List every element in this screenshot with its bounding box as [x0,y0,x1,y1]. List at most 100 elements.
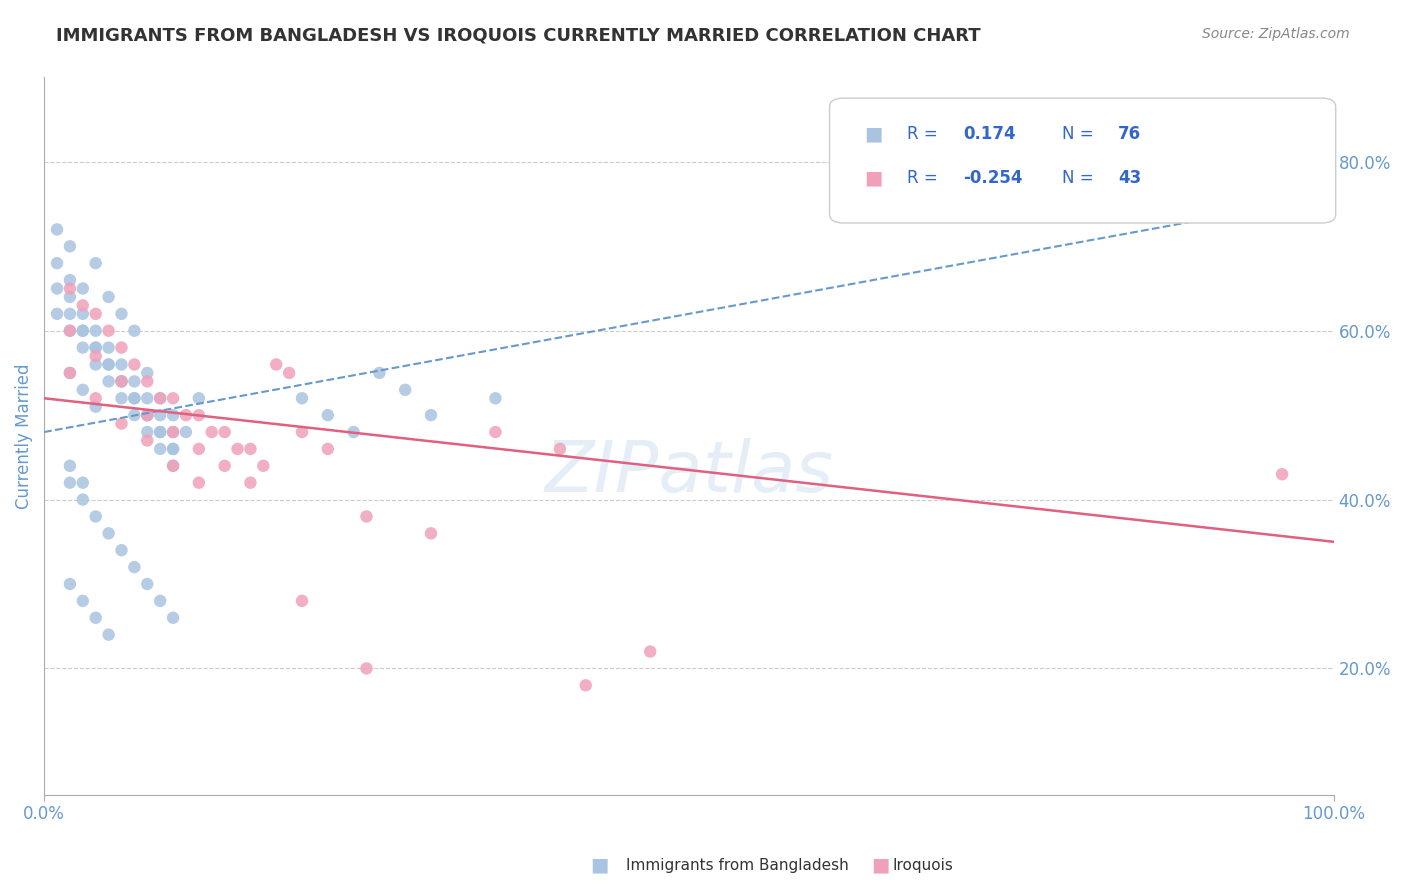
Point [239,475,262,490]
Point [548,442,571,456]
Point [59,366,82,380]
Point [97,341,120,355]
Point [136,408,159,422]
Point [97,290,120,304]
Text: IMMIGRANTS FROM BANGLADESH VS IROQUOIS CURRENTLY MARRIED CORRELATION CHART: IMMIGRANTS FROM BANGLADESH VS IROQUOIS C… [56,27,981,45]
Text: R =: R = [907,125,938,143]
Text: N =: N = [1062,169,1092,187]
Point [59,290,82,304]
Point [239,442,262,456]
Text: ■: ■ [865,124,883,144]
Point [174,425,197,439]
Point [214,458,236,473]
Point [136,375,159,389]
Point [201,425,224,439]
Point [72,492,94,507]
Point [575,678,598,692]
Point [59,281,82,295]
Point [46,256,69,270]
Point [124,408,146,422]
Point [149,391,172,405]
Point [84,400,107,414]
Point [59,458,82,473]
Point [59,475,82,490]
Point [316,442,339,456]
Y-axis label: Currently Married: Currently Married [15,364,32,509]
Point [264,358,287,372]
Point [342,425,364,439]
Point [291,391,314,405]
Point [136,425,159,439]
Point [162,425,184,439]
Point [59,577,82,591]
Point [187,391,209,405]
Point [162,442,184,456]
Point [291,594,314,608]
Point [124,560,146,574]
Point [97,627,120,641]
Point [84,509,107,524]
Point [110,375,132,389]
Point [484,425,506,439]
Point [484,391,506,405]
Point [136,391,159,405]
Point [97,358,120,372]
Point [84,341,107,355]
Point [316,408,339,422]
Point [72,324,94,338]
Point [149,391,172,405]
Text: ■: ■ [872,855,890,875]
Point [226,442,249,456]
Point [110,375,132,389]
Point [162,442,184,456]
Point [72,307,94,321]
Text: ■: ■ [865,169,883,188]
Point [110,341,132,355]
Point [1271,467,1294,482]
Point [59,273,82,287]
Point [187,408,209,422]
Point [84,324,107,338]
Point [110,417,132,431]
Text: Immigrants from Bangladesh: Immigrants from Bangladesh [626,858,848,872]
Point [72,298,94,312]
Point [278,366,301,380]
Point [356,509,378,524]
Point [136,408,159,422]
Point [46,281,69,295]
Point [124,375,146,389]
Point [84,391,107,405]
Point [136,434,159,448]
Point [124,358,146,372]
Point [84,611,107,625]
Point [84,358,107,372]
Point [72,341,94,355]
Text: R =: R = [907,169,938,187]
Text: ■: ■ [591,855,609,875]
Point [97,526,120,541]
Point [162,458,184,473]
Point [149,594,172,608]
Point [72,594,94,608]
Point [124,391,146,405]
Point [291,425,314,439]
Text: 0.174: 0.174 [963,125,1015,143]
Point [72,383,94,397]
Point [59,324,82,338]
Point [59,239,82,253]
Point [59,324,82,338]
Point [162,611,184,625]
Point [97,324,120,338]
Point [187,442,209,456]
Text: Source: ZipAtlas.com: Source: ZipAtlas.com [1202,27,1350,41]
Text: 76: 76 [1118,125,1140,143]
Point [72,281,94,295]
Point [84,256,107,270]
Point [149,408,172,422]
Point [214,425,236,439]
Point [72,475,94,490]
Point [84,307,107,321]
Point [59,366,82,380]
Point [136,408,159,422]
Point [97,358,120,372]
